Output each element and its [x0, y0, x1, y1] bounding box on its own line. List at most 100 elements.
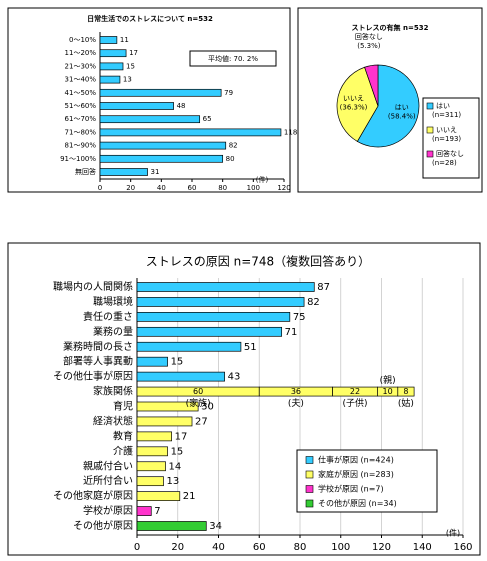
y-tick-label: 経済状態 [93, 414, 133, 427]
y-tick-label: 71～80% [65, 128, 97, 136]
panel-1 [7, 7, 291, 193]
bar [136, 401, 199, 412]
legend-label: はい [436, 102, 450, 110]
value-label: 51 [244, 342, 257, 353]
value-label: 13 [166, 476, 179, 487]
x-tick-label: 20 [126, 184, 135, 192]
bar [136, 416, 193, 427]
y-tick-label: その他家庭が原因 [53, 489, 133, 502]
legend-label: いいえ [436, 126, 457, 134]
x-tick-label: 160 [453, 542, 472, 553]
segment-label: (夫) [288, 397, 304, 409]
value-label: 15 [171, 446, 184, 457]
value-label: 65 [203, 115, 212, 123]
y-tick-label: 81～90% [65, 142, 97, 150]
legend-label: 学校が原因 (n=7) [318, 484, 384, 494]
bar [136, 312, 291, 322]
value-label: 87 [317, 282, 330, 293]
y-tick-label: 31～40% [65, 76, 97, 84]
value-label: 80 [226, 155, 235, 163]
y-tick-label: 学校が原因 [83, 504, 133, 517]
y-tick-label: 業務時間の長さ [63, 340, 133, 353]
legend-swatch [305, 456, 314, 464]
bar [136, 506, 152, 516]
bar [136, 356, 168, 367]
bar [136, 282, 315, 292]
y-tick-label: 0～10% [69, 36, 96, 44]
value-label: 21 [183, 491, 196, 502]
bar [99, 141, 227, 150]
pie-slice [356, 64, 420, 148]
pie-slice [364, 64, 379, 107]
legend-label: 家庭が原因 (n=283) [318, 469, 394, 479]
value-label: 14 [169, 461, 182, 472]
bar [136, 446, 168, 457]
x-tick-label: 40 [212, 542, 225, 553]
value-label: 30 [201, 402, 214, 413]
x-tick-label: 140 [413, 542, 432, 553]
x-tick-label: 40 [157, 184, 166, 192]
y-tick-label: その他が原因 [73, 519, 133, 532]
y-tick-label: その他仕事が原因 [53, 370, 133, 383]
bar [136, 326, 283, 337]
value-label: 7 [154, 506, 160, 517]
legend-swatch [426, 126, 434, 134]
x-tick-label: 60 [253, 542, 266, 553]
y-tick-label: 21～30% [65, 62, 97, 70]
value-label: 15 [126, 62, 135, 70]
pie-slice [336, 66, 379, 142]
y-tick-label: 職場内の人間関係 [53, 280, 133, 293]
y-tick-label: 51～60% [65, 102, 97, 110]
value-label: 17 [175, 431, 188, 442]
y-tick-label: 41～50% [65, 89, 97, 97]
segment-value: 36 [291, 387, 301, 396]
bar [136, 341, 242, 352]
bar [136, 431, 172, 442]
x-tick-label: 80 [294, 542, 307, 553]
bar [99, 128, 282, 137]
y-tick-label: 育児 [113, 400, 133, 413]
y-tick-label: 61～70% [65, 115, 97, 123]
x-tick-label: 0 [134, 542, 140, 553]
y-tick-label: 業務の量 [93, 325, 133, 338]
value-label: 15 [171, 357, 184, 368]
value-label: 17 [129, 49, 138, 57]
y-tick-label: 責任の重さ [83, 310, 133, 323]
value-label: 79 [224, 89, 233, 97]
legend-count: (n=193) [432, 135, 461, 143]
slice-label: いいえ [343, 95, 364, 103]
legend-swatch [426, 150, 434, 158]
bar [136, 521, 207, 531]
x-tick-label: 0 [98, 184, 102, 192]
value-label: 27 [195, 416, 208, 427]
value-label: 75 [293, 312, 306, 323]
y-tick-label: 職場環境 [93, 295, 133, 308]
value-label: 71 [285, 327, 298, 338]
legend-swatch [305, 499, 314, 508]
chart-title: ストレスの有無 n=532 [352, 23, 429, 32]
annotation: 平均値: 70. 2% [208, 54, 258, 63]
legend-box [296, 449, 438, 513]
bar [99, 115, 201, 124]
bar [99, 102, 174, 110]
y-tick-label: 親戚付合い [83, 459, 133, 472]
bar [136, 476, 164, 487]
slice-label: はい [395, 103, 409, 111]
x-tick-label: 80 [218, 184, 227, 192]
segment-label: (親) [380, 374, 396, 386]
bar [136, 371, 225, 382]
y-tick-label: 介護 [113, 444, 133, 457]
x-tick-label: 100 [331, 542, 350, 553]
legend-box [422, 97, 480, 179]
slice-value-label: (36.3%) [340, 104, 368, 112]
x-tick-label: 120 [372, 542, 391, 553]
y-tick-label: 部署等人事異動 [63, 355, 133, 368]
legend-label: その他が原因 (n=34) [318, 498, 397, 508]
legend-label: 仕事が原因 (n=424) [318, 455, 394, 465]
segment-label: (家族) [186, 397, 211, 409]
legend-count: (n=28) [432, 159, 457, 167]
value-label: 31 [151, 168, 160, 176]
chart-title: ストレスの原因 n=748（複数回答あり） [146, 254, 370, 269]
slice-label: 回答なし [355, 32, 383, 41]
